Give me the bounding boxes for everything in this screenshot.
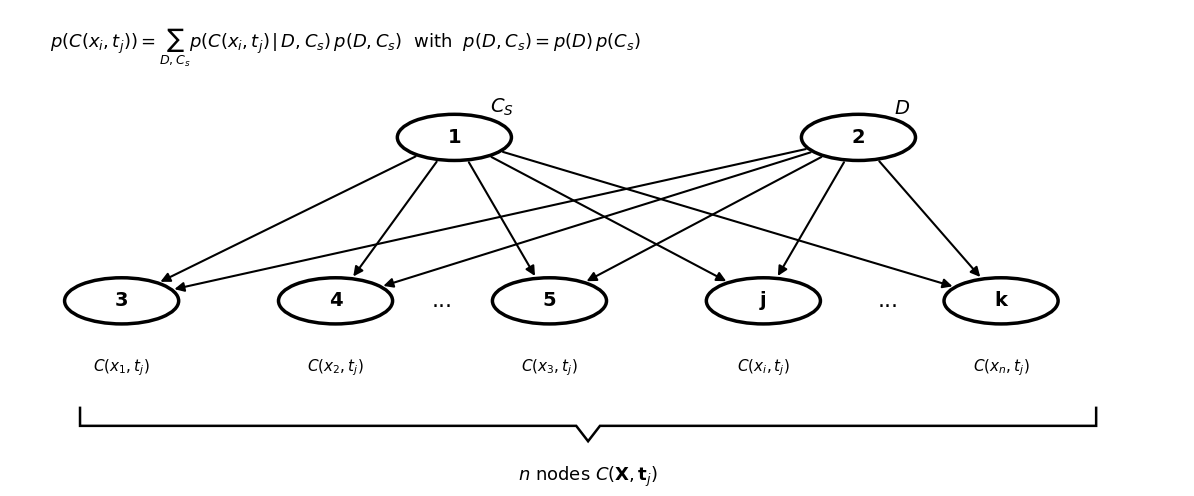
- Text: ...: ...: [432, 291, 453, 311]
- Text: $D$: $D$: [894, 99, 910, 118]
- Text: 3: 3: [115, 291, 129, 310]
- Text: 1: 1: [448, 128, 461, 147]
- Text: k: k: [995, 291, 1008, 310]
- Text: $n$ nodes $C(\mathbf{X}, \mathbf{t}_j)$: $n$ nodes $C(\mathbf{X}, \mathbf{t}_j)$: [518, 465, 658, 490]
- Text: ...: ...: [878, 291, 899, 311]
- Circle shape: [707, 278, 820, 324]
- Circle shape: [944, 278, 1058, 324]
- Text: 4: 4: [328, 291, 343, 310]
- Text: $C(x_n, t_j)$: $C(x_n, t_j)$: [973, 358, 1029, 378]
- Circle shape: [64, 278, 179, 324]
- Text: $C_S$: $C_S$: [490, 97, 513, 118]
- Text: 2: 2: [851, 128, 866, 147]
- Text: j: j: [761, 291, 767, 310]
- Text: 5: 5: [542, 291, 556, 310]
- Text: $C(x_1, t_j)$: $C(x_1, t_j)$: [93, 358, 150, 378]
- Text: $C(x_i, t_j)$: $C(x_i, t_j)$: [737, 358, 789, 378]
- Text: $C(x_3, t_j)$: $C(x_3, t_j)$: [521, 358, 578, 378]
- Circle shape: [801, 114, 916, 161]
- Circle shape: [278, 278, 393, 324]
- Text: $C(x_2, t_j)$: $C(x_2, t_j)$: [307, 358, 364, 378]
- Circle shape: [398, 114, 511, 161]
- Text: $p(C(x_i,t_j)) = \sum_{D,C_s} p(C(x_i,t_j)\,|\,D,C_s)\,p(D,C_s)$  with  $p(D,C_s: $p(C(x_i,t_j)) = \sum_{D,C_s} p(C(x_i,t_…: [50, 27, 641, 69]
- Circle shape: [492, 278, 607, 324]
